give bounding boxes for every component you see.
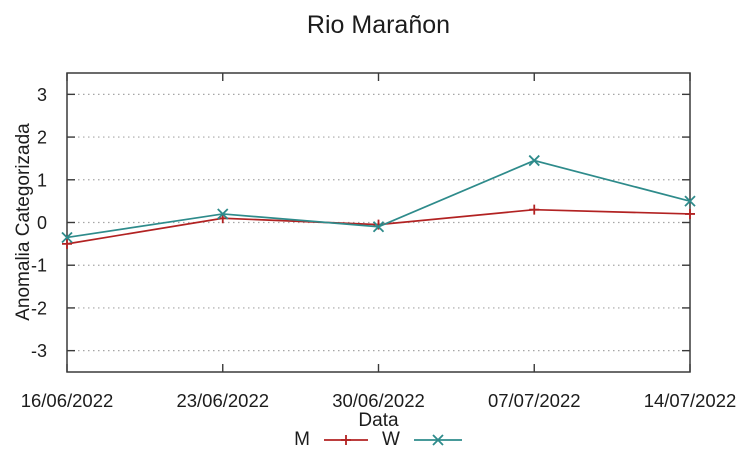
y-tick-label: 2	[37, 128, 47, 148]
x-tick-label: 23/06/2022	[176, 390, 269, 411]
x-tick-label: 30/06/2022	[332, 390, 425, 411]
data-point-marker-w-cross-icon	[684, 195, 696, 207]
data-point-marker-m-plus-icon	[529, 204, 540, 215]
x-tick-label: 14/07/2022	[644, 390, 737, 411]
data-point-marker-w-cross-icon	[61, 231, 73, 244]
data-point-marker-w-cross-icon	[217, 208, 229, 220]
y-tick-label: -2	[31, 298, 47, 318]
x-tick-label: 07/07/2022	[488, 390, 581, 411]
plot-border	[66, 72, 691, 373]
x-axis-label: Data	[358, 410, 399, 431]
legend-marker-cross-icon	[432, 434, 444, 446]
y-tick-label: -1	[31, 256, 47, 276]
legend-label-w: W	[381, 429, 400, 450]
legend: M W	[67, 429, 690, 451]
legend-swatch-m-line-icon	[323, 435, 368, 445]
data-point-marker-w-cross-icon	[372, 221, 385, 233]
y-tick-label: 3	[37, 85, 47, 105]
legend-marker-plus-icon	[340, 435, 351, 445]
x-tick-label: 16/06/2022	[21, 390, 114, 411]
y-tick-label: 1	[37, 170, 47, 190]
chart-title: Rio Marañon	[306, 11, 451, 39]
y-tick-label: 0	[37, 213, 47, 233]
data-point-marker-m-plus-icon	[685, 208, 695, 219]
legend-swatch-w-line-icon	[413, 434, 462, 446]
data-point-marker-w-cross-icon	[528, 154, 540, 167]
data-point-marker-m-plus-icon	[62, 238, 72, 249]
legend-label-m: M	[294, 429, 310, 450]
y-tick-label: -3	[31, 341, 47, 361]
